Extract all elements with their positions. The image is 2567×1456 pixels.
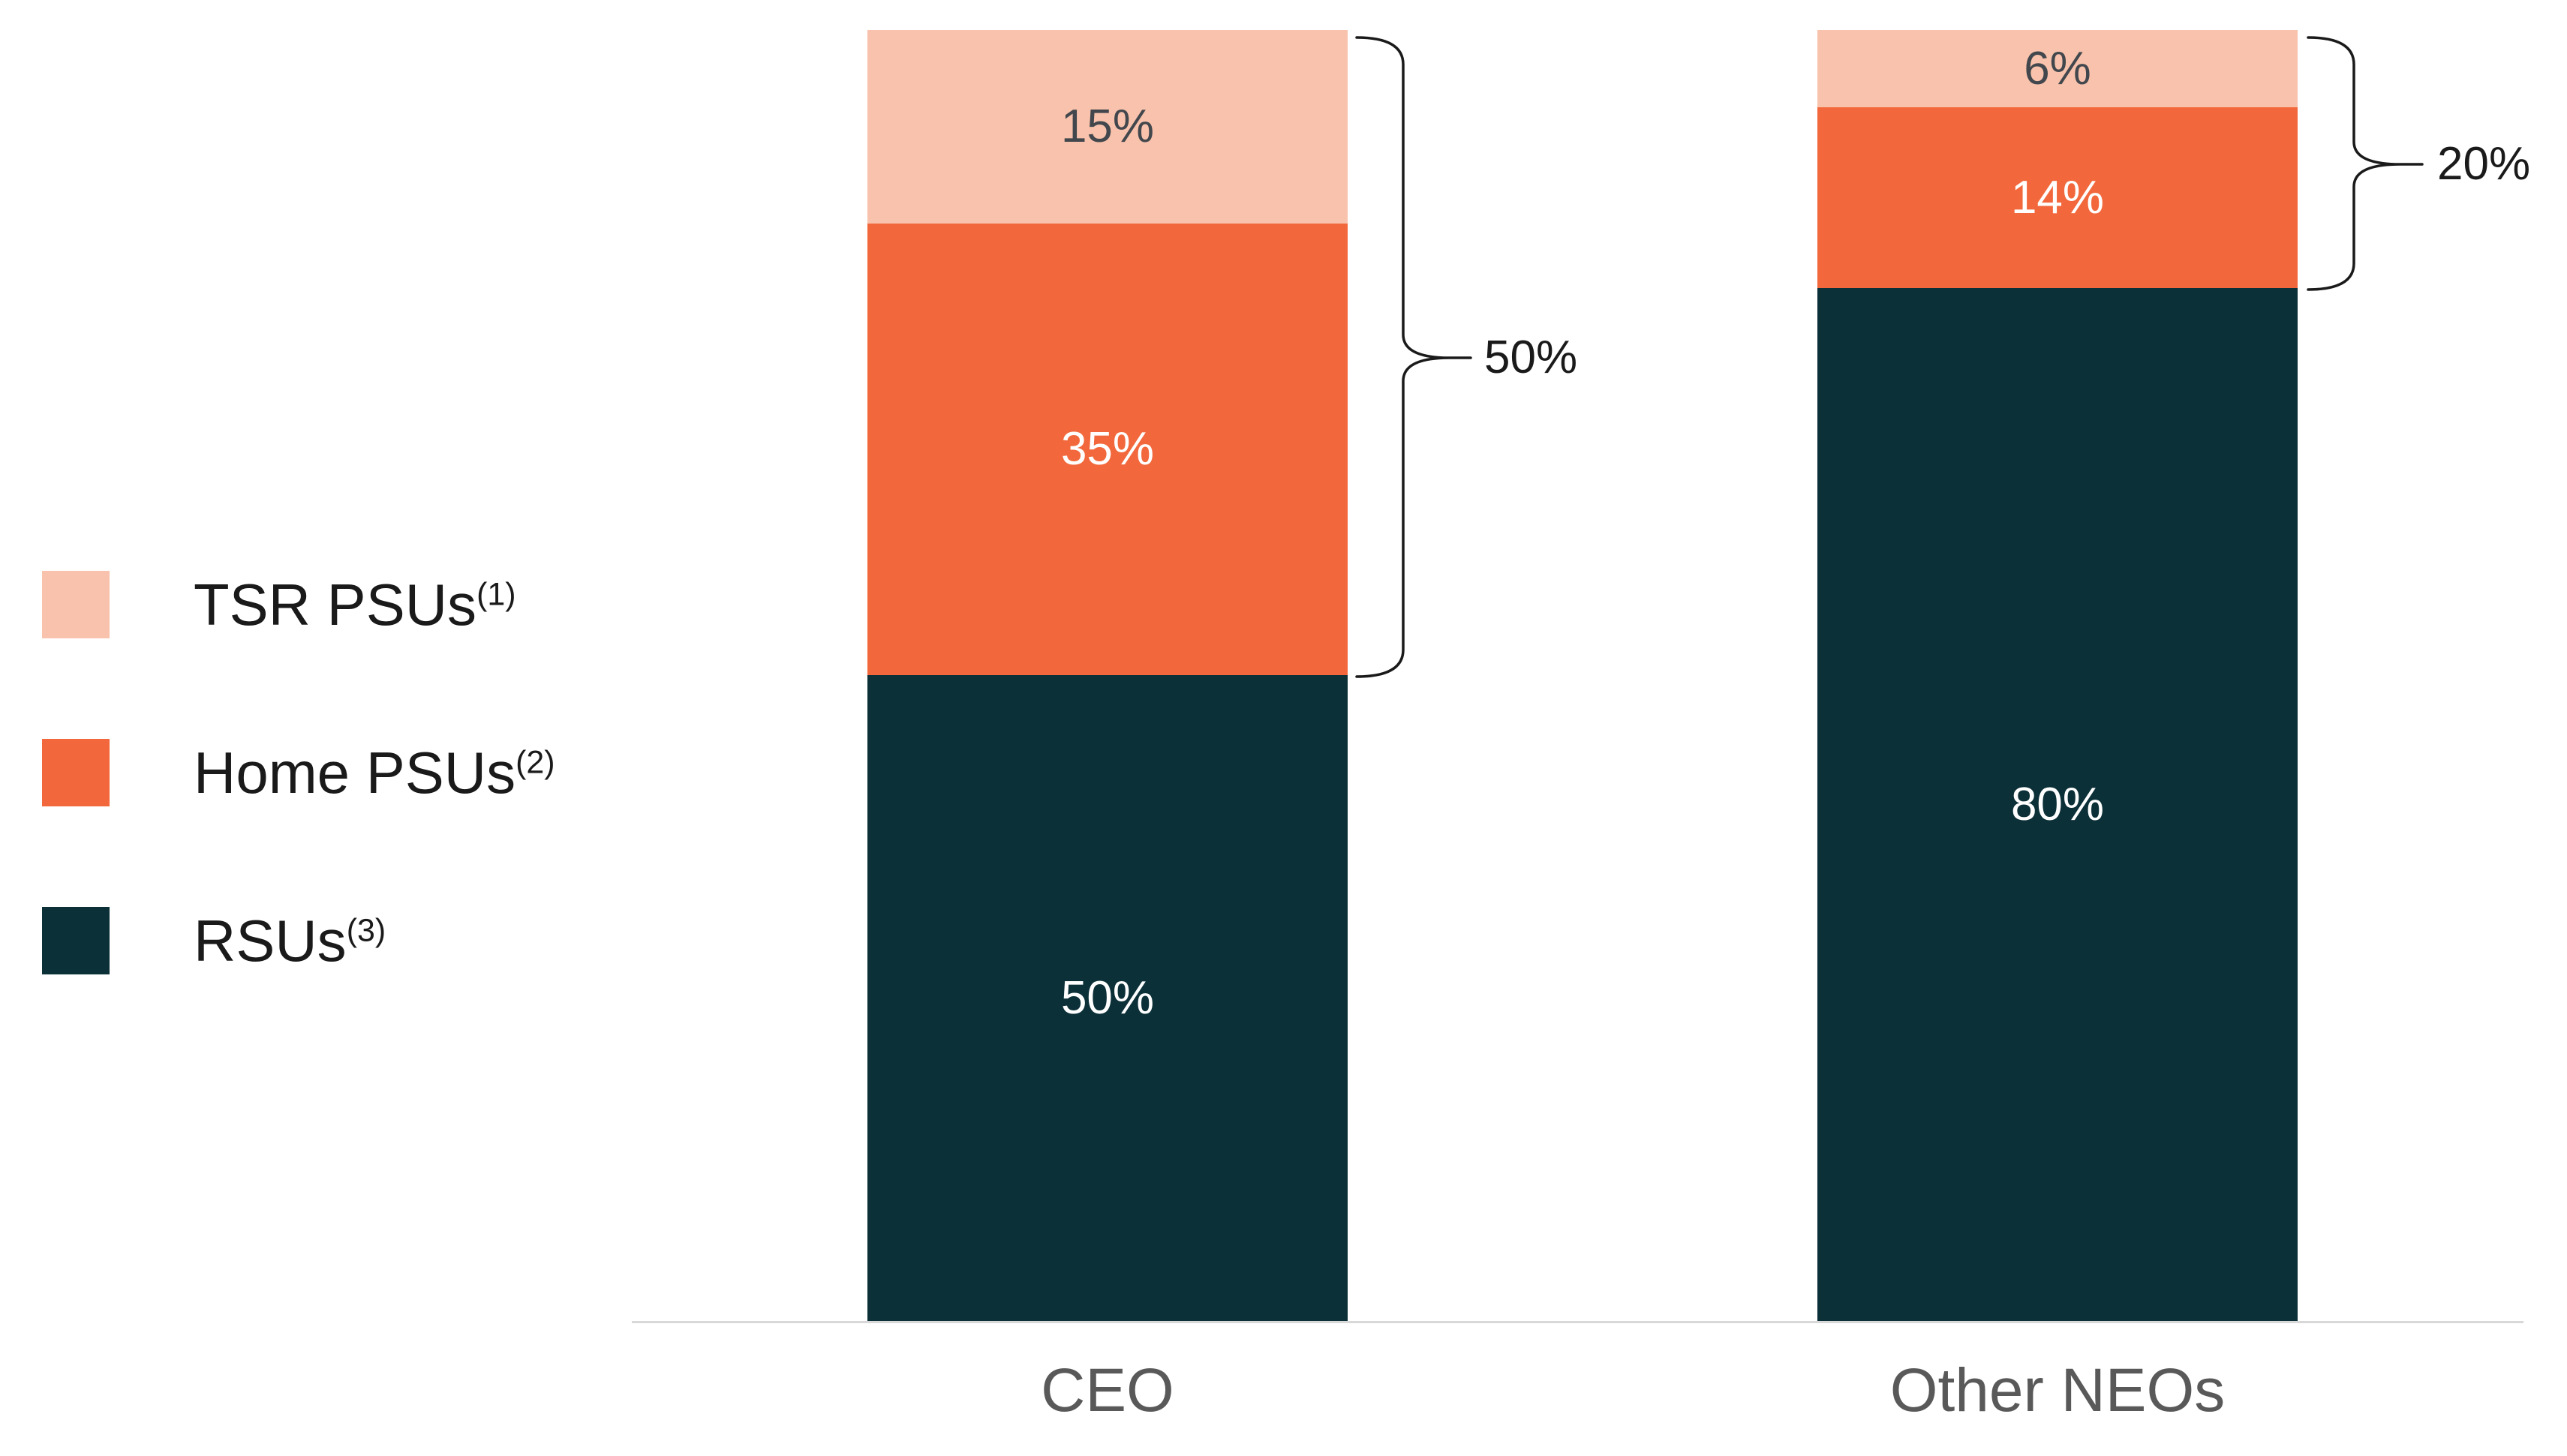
legend-item-home-psus: Home PSUs(2): [42, 739, 555, 806]
plot-area: 15% 35% 50% CEO 6% 14% 80% Other NEOs: [632, 30, 2523, 1421]
segment-value-label: 50%: [1060, 971, 1155, 1024]
legend-label: Home PSUs(2): [194, 743, 555, 802]
segment-value: 80: [2010, 778, 2063, 830]
segment-ceo-home-psus: 35%: [867, 224, 1348, 676]
ceo-psu-total-label: 50%: [1484, 332, 1578, 383]
legend-footnote-ref: (2): [516, 744, 555, 781]
segment-ceo-rsus: 50%: [867, 675, 1348, 1321]
legend-label: RSUs(3): [194, 911, 386, 970]
segment-value-label: 14%: [2010, 171, 2105, 224]
segment-value-label: 80%: [2010, 778, 2105, 830]
segment-value: 6: [2024, 42, 2050, 95]
segment-value-label: 6%: [2024, 42, 2091, 95]
x-axis-line: [632, 1321, 2523, 1323]
legend-swatch-tsr-psus: [42, 571, 110, 638]
legend-item-rsus: RSUs(3): [42, 907, 555, 974]
legend-series-name: RSUs: [194, 908, 347, 974]
legend-series-name: Home PSUs: [194, 740, 516, 806]
segment-value-suffix: %: [1112, 971, 1155, 1024]
segment-other-neos-home-psus: 14%: [1817, 107, 2298, 289]
segment-value-label: 15%: [1061, 104, 1154, 150]
segment-ceo-tsr-psus: 15%: [867, 30, 1348, 224]
legend-label: TSR PSUs(1): [194, 575, 516, 634]
segment-value-suffix: %: [2062, 171, 2105, 224]
legend-swatch-rsus: [42, 907, 110, 974]
legend: TSR PSUs(1) Home PSUs(2) RSUs(3): [42, 571, 555, 974]
segment-value-suffix: %: [1112, 101, 1155, 153]
segment-value: 15: [1060, 101, 1113, 153]
category-label-other-neos: Other NEOs: [1889, 1356, 2226, 1424]
segment-value: 50: [1060, 971, 1113, 1024]
bar-other-neos: 6% 14% 80% Other NEOs: [1817, 30, 2298, 1421]
segment-other-neos-rsus: 80%: [1817, 288, 2298, 1321]
segment-value-suffix: %: [2049, 42, 2091, 95]
legend-item-tsr-psus: TSR PSUs(1): [42, 571, 555, 638]
segment-value-suffix: %: [2062, 778, 2105, 830]
segment-other-neos-tsr-psus: 6%: [1817, 30, 2298, 108]
segment-value: 35: [1060, 423, 1113, 476]
neo-psu-total-label: 20%: [2437, 138, 2531, 190]
segment-value-suffix: %: [1112, 423, 1155, 476]
legend-series-name: TSR PSUs: [194, 572, 477, 638]
legend-footnote-ref: (3): [346, 912, 386, 949]
legend-swatch-home-psus: [42, 739, 110, 806]
segment-value: 14: [2010, 171, 2063, 224]
category-label-ceo: CEO: [1041, 1356, 1174, 1424]
legend-footnote-ref: (1): [476, 576, 516, 613]
bar-ceo: 15% 35% 50% CEO: [867, 30, 1348, 1421]
segment-value-label: 35%: [1061, 426, 1154, 473]
